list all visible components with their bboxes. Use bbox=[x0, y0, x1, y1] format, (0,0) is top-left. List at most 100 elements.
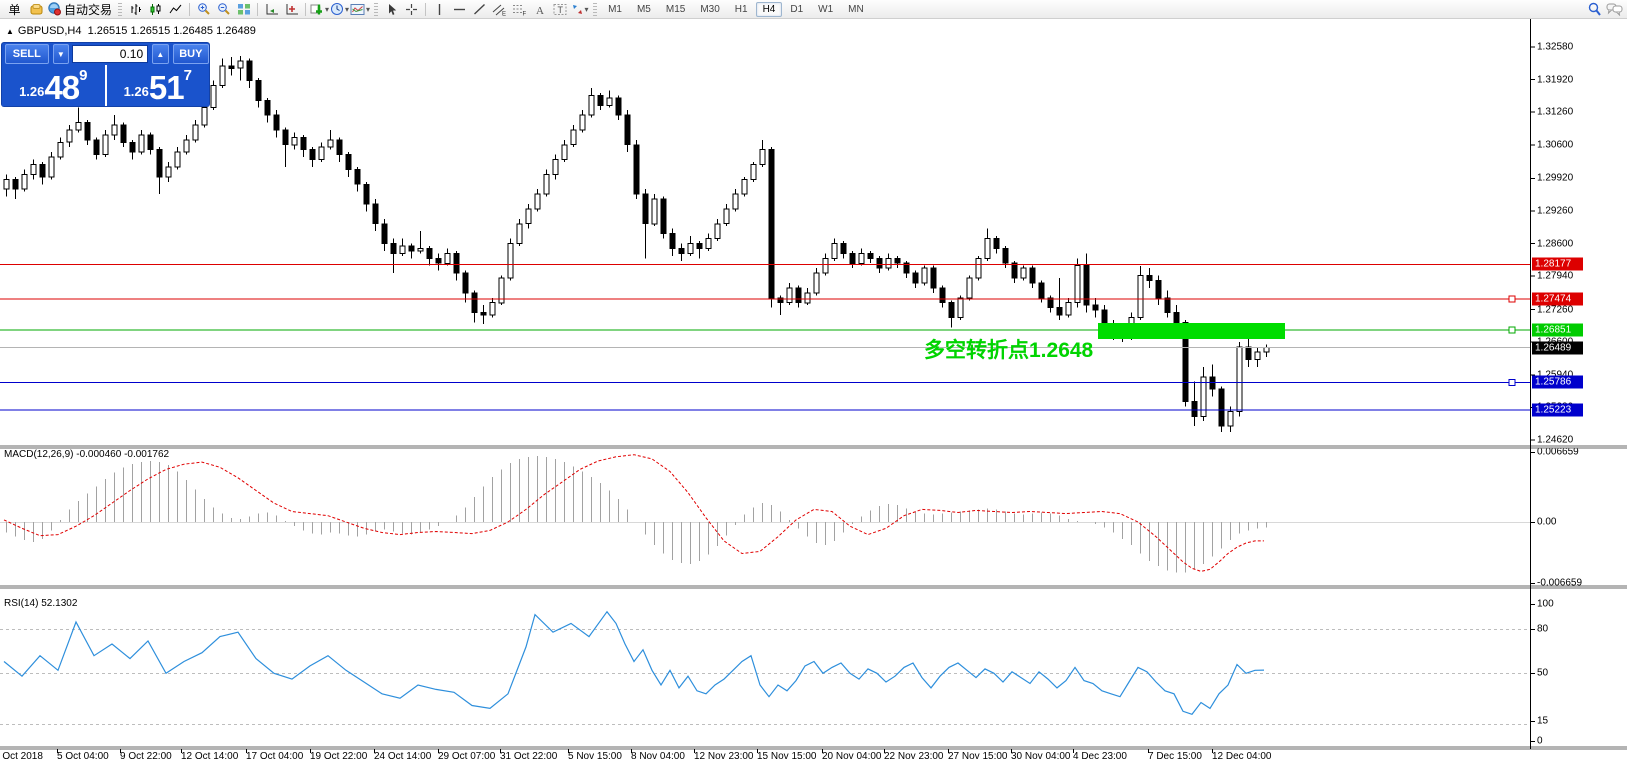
linechart-icon bbox=[169, 4, 182, 13]
autotrading-button[interactable]: 自动交易 bbox=[47, 1, 114, 18]
time-tick-label: 4 Dec 23:00 bbox=[1073, 751, 1127, 762]
price-level-badge: 1.27474 bbox=[1532, 292, 1583, 306]
labelT-icon: T bbox=[553, 3, 567, 15]
channel-icon: E bbox=[492, 4, 506, 16]
sell-price-big: 48 bbox=[44, 69, 80, 106]
buy-price-pip: 7 bbox=[183, 67, 192, 84]
timeframe-button-m1[interactable]: M1 bbox=[608, 3, 622, 15]
zoomin-icon bbox=[197, 3, 210, 15]
collapse-panel-icon[interactable]: ▲ bbox=[6, 27, 14, 36]
autotrading-icon bbox=[48, 2, 61, 16]
crosshair-button[interactable] bbox=[402, 1, 421, 18]
arrows-icon bbox=[572, 4, 582, 14]
text-label-button[interactable]: T bbox=[550, 1, 569, 18]
price-tick-label: 1.31920 bbox=[1537, 74, 1574, 86]
sell-price[interactable]: 1.26 48 9 bbox=[2, 65, 105, 106]
price-tick-label: 1.24620 bbox=[1537, 434, 1574, 446]
timeframe-button-m30[interactable]: M30 bbox=[700, 3, 720, 15]
svg-text:T: T bbox=[557, 5, 563, 15]
time-tick-label: 7 Dec 15:00 bbox=[1148, 751, 1202, 762]
timeframe-button-h1[interactable]: H1 bbox=[734, 3, 748, 15]
time-tick-label: 5 Oct 04:00 bbox=[57, 751, 109, 762]
trendline-button[interactable] bbox=[470, 1, 489, 18]
tile-windows-button[interactable] bbox=[234, 1, 253, 18]
time-tick-label: 24 Oct 14:00 bbox=[374, 751, 432, 762]
trade-panel-divider bbox=[104, 65, 107, 106]
price-tick-label: 1.25940 bbox=[1537, 369, 1574, 381]
zoom-out-button[interactable] bbox=[214, 1, 233, 18]
profiles-icon bbox=[350, 3, 365, 15]
hline-icon bbox=[454, 8, 466, 10]
price-level-badge: 1.26851 bbox=[1532, 323, 1583, 337]
timeframe-button-h4[interactable]: H4 bbox=[755, 1, 783, 17]
fibonacci-button[interactable]: F bbox=[510, 1, 529, 18]
search-button[interactable] bbox=[1585, 1, 1604, 18]
auto-arrange-button[interactable] bbox=[262, 1, 281, 18]
arrange1-icon bbox=[266, 3, 278, 14]
fibo-icon: F bbox=[513, 4, 527, 16]
svg-text:A: A bbox=[536, 5, 544, 16]
indicator-tick-label: 0.006659 bbox=[1537, 446, 1579, 458]
cursor-button[interactable] bbox=[382, 1, 401, 18]
gold-bars-icon[interactable] bbox=[27, 1, 46, 18]
new-order-button[interactable]: 单 bbox=[8, 2, 21, 17]
price-tick-label: 1.28600 bbox=[1537, 238, 1574, 249]
zoom-in-button[interactable] bbox=[194, 1, 213, 18]
timeframe-button-d1[interactable]: D1 bbox=[790, 3, 804, 15]
indicator-tick-label: 15 bbox=[1537, 715, 1549, 727]
chart-symbol-label: GBPUSD,H4 bbox=[17, 25, 82, 37]
price-tick-label: 1.29920 bbox=[1537, 172, 1574, 184]
time-tick-label: 9 Oct 22:00 bbox=[120, 751, 172, 762]
time-tick-label: 29 Oct 07:00 bbox=[438, 751, 496, 762]
volume-increase-button[interactable]: ▲ bbox=[152, 44, 169, 64]
svg-text:E: E bbox=[502, 11, 506, 16]
rsi-indicator-label: RSI(14) 52.1302 bbox=[4, 598, 78, 609]
toolbar-grip bbox=[593, 2, 598, 16]
candlestick-chart-button[interactable] bbox=[146, 1, 165, 18]
time-tick-label: 20 Nov 04:00 bbox=[822, 751, 882, 762]
bar-chart-button[interactable] bbox=[126, 1, 145, 18]
periods-button[interactable]: ▾ bbox=[330, 1, 349, 18]
profiles-button[interactable]: ▾ bbox=[350, 1, 370, 18]
sell-button[interactable]: SELL bbox=[5, 44, 49, 64]
toolbar: 单自动交易 ▾ ▾ ▾ E F A T ▾ M1 M5 M15 M30 H1 H4 D1 W1 MN bbox=[0, 0, 1627, 19]
time-tick-label: 22 Nov 23:00 bbox=[884, 751, 944, 762]
equidistant-channel-button[interactable]: E bbox=[490, 1, 509, 18]
new-chart-button[interactable]: ▾ bbox=[310, 1, 329, 18]
time-tick-label: 15 Nov 15:00 bbox=[757, 751, 817, 762]
vline-icon bbox=[438, 3, 441, 15]
toolbar-separator bbox=[425, 2, 427, 16]
price-level-badge: 1.25786 bbox=[1532, 375, 1583, 389]
vertical-line-button[interactable] bbox=[430, 1, 449, 18]
timeframe-button-mn[interactable]: MN bbox=[848, 3, 864, 15]
toolbar-grip bbox=[374, 2, 379, 16]
toolbar-separator bbox=[189, 2, 191, 16]
arrows-button[interactable]: ▾ bbox=[570, 1, 589, 18]
toolbar-separator bbox=[305, 2, 307, 16]
price-tick-label: 1.31260 bbox=[1537, 106, 1574, 118]
indicator-tick-label: 50 bbox=[1537, 667, 1549, 679]
timeframe-button-w1[interactable]: W1 bbox=[818, 3, 834, 15]
buy-price[interactable]: 1.26 51 7 bbox=[106, 65, 209, 106]
buy-button[interactable]: BUY bbox=[172, 44, 209, 64]
timeframe-button-m5[interactable]: M5 bbox=[636, 3, 651, 15]
horizontal-line-button[interactable] bbox=[450, 1, 469, 18]
volume-decrease-button[interactable]: ▼ bbox=[52, 44, 70, 64]
svg-text:F: F bbox=[523, 11, 527, 16]
arrange-windows-button[interactable] bbox=[282, 1, 301, 18]
chat-icon bbox=[1606, 3, 1623, 16]
text-button[interactable]: A bbox=[530, 1, 549, 18]
timeframe-button-m15[interactable]: M15 bbox=[665, 3, 686, 15]
chart-title: ▲ GBPUSD,H4 1.26515 1.26515 1.26485 1.264… bbox=[6, 25, 256, 37]
indicator-tick-label: 80 bbox=[1537, 623, 1549, 635]
line-chart-button[interactable] bbox=[166, 1, 185, 18]
newchart-icon bbox=[310, 4, 323, 14]
price-level-badge: 1.26489 bbox=[1532, 341, 1583, 355]
indicator-tick-label: 0 bbox=[1537, 735, 1543, 747]
clock-icon bbox=[331, 3, 344, 15]
time-tick-label: 17 Oct 04:00 bbox=[246, 751, 304, 762]
chat-button[interactable] bbox=[1605, 1, 1624, 18]
volume-input[interactable] bbox=[72, 45, 149, 63]
trade-panel-prices: 1.26 48 9 1.26 51 7 bbox=[2, 65, 209, 106]
